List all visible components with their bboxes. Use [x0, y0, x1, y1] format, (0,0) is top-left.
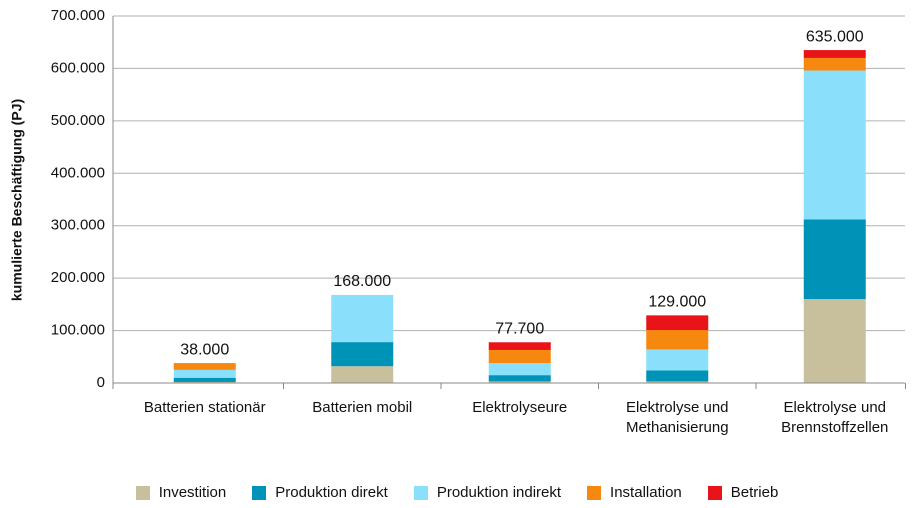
legend-item: Produktion indirekt: [413, 484, 562, 501]
bar-segment: [803, 50, 866, 58]
legend-swatch: [252, 485, 267, 500]
bar-segment: [646, 315, 709, 331]
legend-item: Installation: [587, 484, 682, 501]
bar-segment: [173, 381, 236, 383]
legend-item: Produktion direkt: [252, 484, 388, 501]
x-tick-label: Elektrolyse und Methanisierung: [625, 399, 729, 436]
legend-label: Produktion direkt: [275, 484, 388, 501]
bar-segment: [488, 375, 551, 382]
bar-segment: [488, 349, 551, 364]
legend-swatch: [413, 485, 428, 500]
legend-swatch: [707, 485, 722, 500]
x-tick-label: Batterien mobil: [312, 399, 413, 416]
bar-segment: [803, 299, 866, 383]
y-tick-label: 200.000: [51, 269, 105, 286]
total-label: 635.000: [806, 28, 864, 45]
bar-segment: [331, 366, 394, 383]
total-label: 129.000: [648, 294, 706, 311]
total-label: 168.000: [333, 273, 391, 290]
bar-segment: [331, 294, 394, 343]
y-tick-label: 100.000: [51, 322, 105, 339]
y-tick-label: 600.000: [51, 59, 105, 76]
legend-swatch: [135, 485, 150, 500]
x-tick-label: Elektrolyseure: [472, 399, 568, 416]
bar-segment: [488, 381, 551, 383]
x-tick-label: Elektrolyse und Brennstoffzellen: [781, 399, 889, 436]
bar-segment: [173, 377, 236, 382]
legend: Investition Produktion direkt Produktion i…: [0, 484, 914, 501]
legend-item: Investition: [135, 484, 227, 501]
y-axis-label: kumulierte Beschäftigung (PJ): [9, 99, 25, 301]
bar-segment: [803, 70, 866, 220]
bar-segment: [173, 369, 236, 378]
y-tick-label: 300.000: [51, 217, 105, 234]
bar-segment: [488, 363, 551, 376]
legend-label: Investition: [158, 484, 227, 501]
y-tick-label: 700.000: [51, 7, 105, 24]
y-tick-label: 500.000: [51, 112, 105, 129]
bar-segment: [646, 330, 709, 350]
legend-label: Betrieb: [730, 484, 779, 501]
bar-segment: [646, 349, 709, 371]
bar-segment: [331, 342, 394, 367]
bar-segment: [803, 219, 866, 300]
bar-segment: [803, 57, 866, 71]
bar-segment: [173, 363, 236, 370]
y-tick-label: 400.000: [51, 164, 105, 181]
bar-segment: [646, 381, 709, 383]
legend-label: Installation: [610, 484, 682, 501]
legend-swatch: [587, 485, 602, 500]
y-tick-label: 0: [97, 374, 105, 391]
total-label: 38.000: [180, 341, 229, 358]
bar-segment: [488, 342, 551, 350]
legend-item: Betrieb: [707, 484, 779, 501]
legend-label: Produktion indirekt: [436, 484, 562, 501]
x-tick-label: Batterien stationär: [143, 399, 266, 416]
total-label: 77.700: [495, 320, 544, 337]
bar-segment: [646, 370, 709, 382]
